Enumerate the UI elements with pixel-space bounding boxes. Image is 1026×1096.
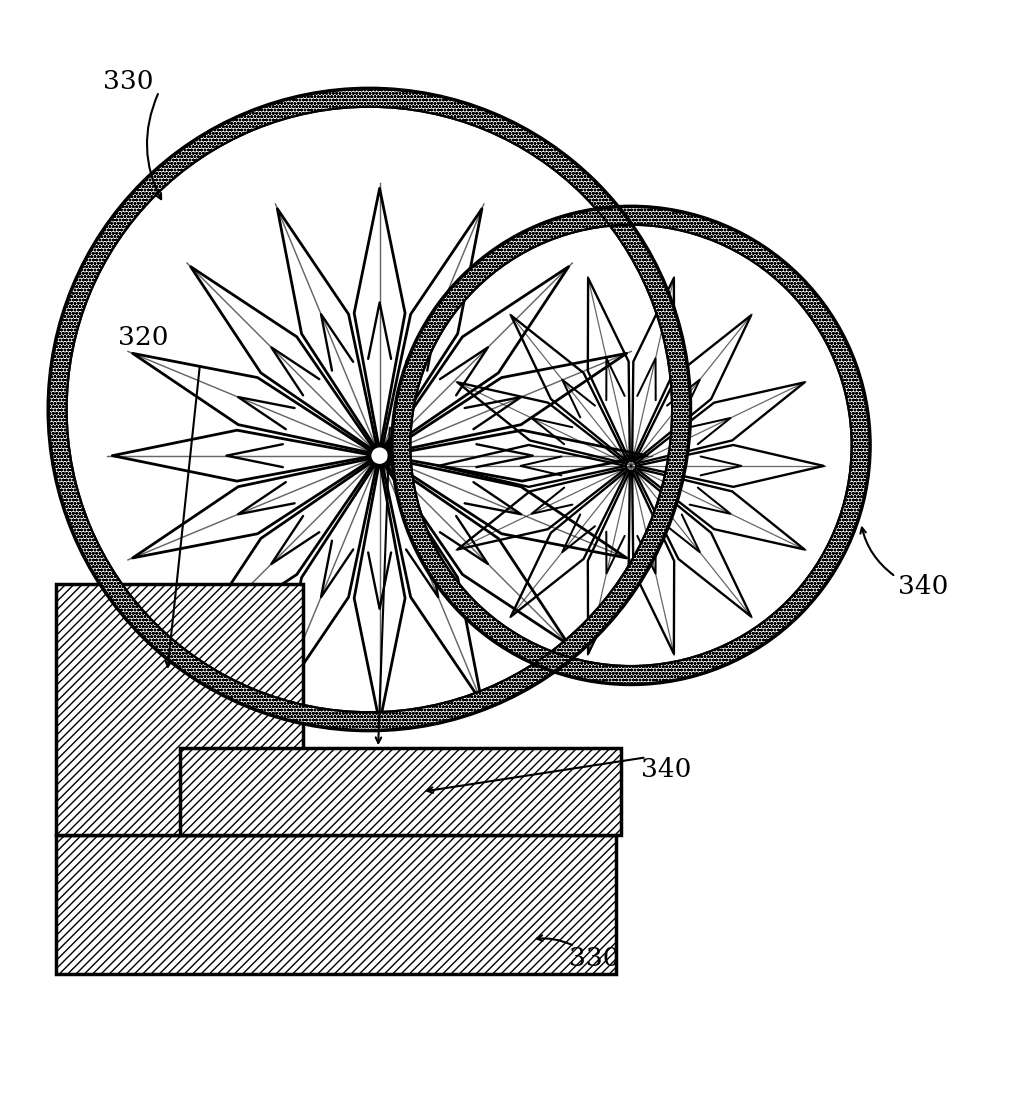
Circle shape: [48, 89, 690, 731]
Bar: [41, 527, 657, 990]
Wedge shape: [48, 89, 690, 731]
Bar: [180, 749, 621, 835]
Text: 320: 320: [118, 326, 168, 350]
Circle shape: [392, 206, 870, 685]
Bar: [56, 835, 616, 973]
Bar: [56, 584, 303, 835]
Circle shape: [372, 448, 387, 463]
Wedge shape: [392, 206, 870, 685]
Text: 330: 330: [569, 946, 620, 971]
Text: 330: 330: [103, 69, 153, 93]
Text: 340: 340: [641, 757, 692, 783]
Text: 340: 340: [898, 574, 948, 600]
